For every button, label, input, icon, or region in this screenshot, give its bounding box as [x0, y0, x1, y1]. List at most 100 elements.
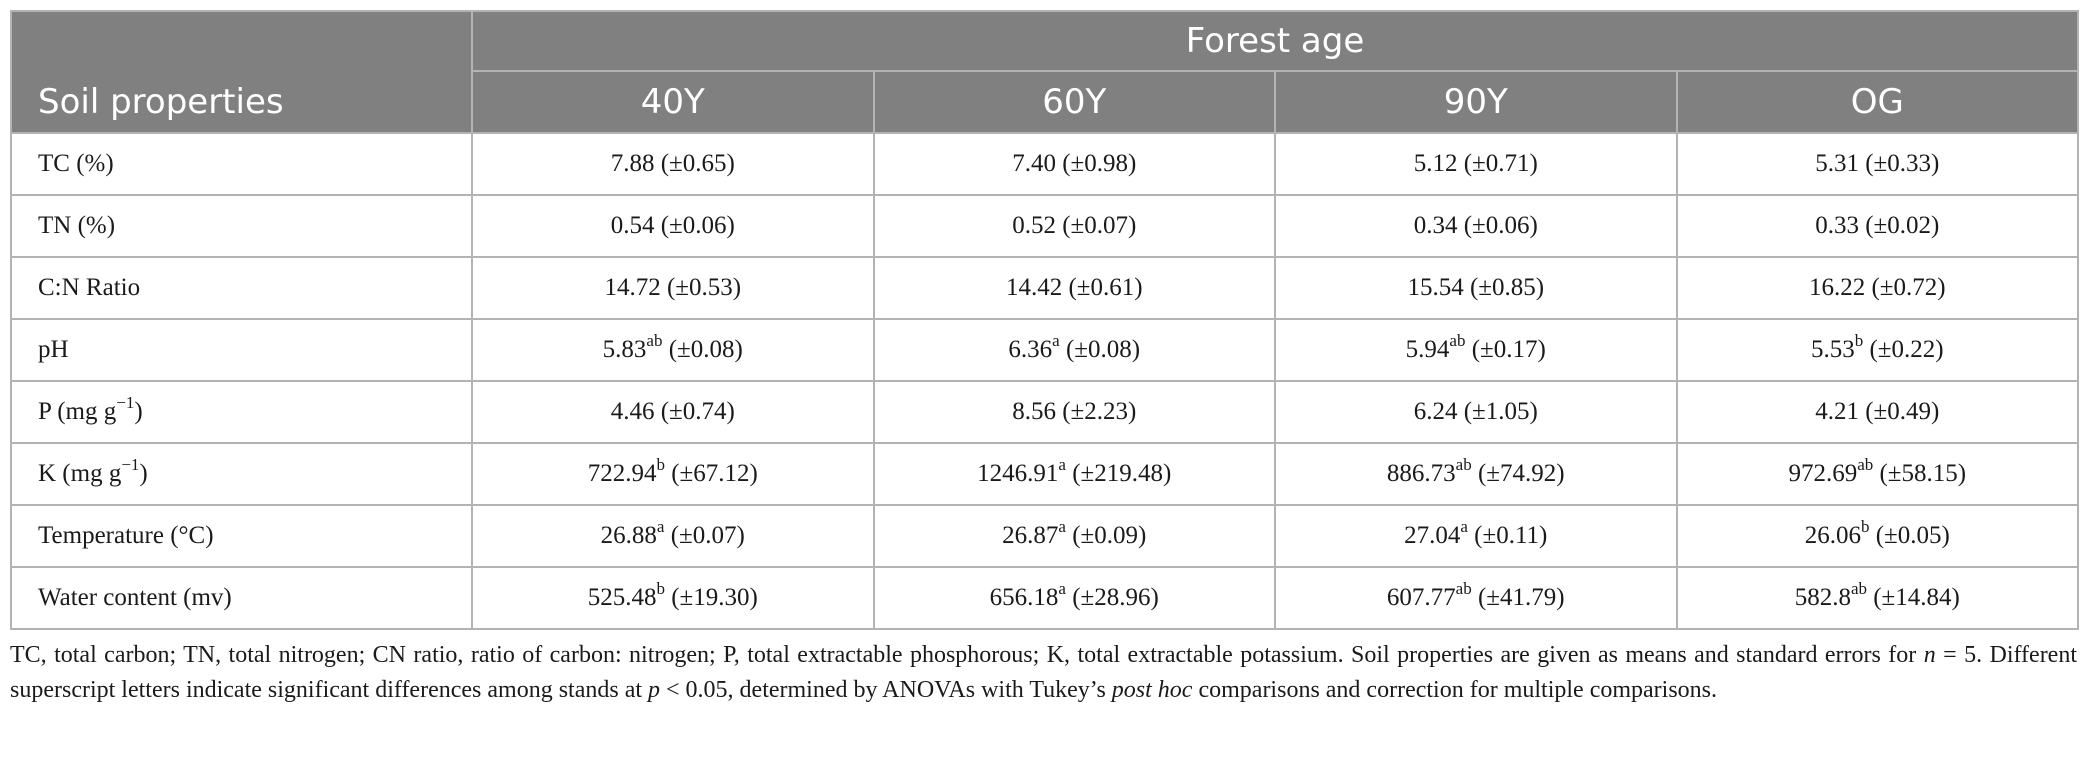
table-cell: 1246.91a (±219.48)	[872, 442, 1276, 506]
table-cell: 656.18a (±28.96)	[872, 566, 1276, 630]
cell-significance-letter: ab	[1850, 578, 1867, 598]
cell-mean: 6.36	[1008, 336, 1053, 363]
cell-mean: 15.54	[1407, 274, 1464, 301]
table-cell: 0.33 (±0.02)	[1675, 194, 2080, 258]
table-cell: 582.8ab (±14.84)	[1675, 566, 2080, 630]
soil-properties-table: Soil properties Forest age 40Y 60Y 90Y O…	[10, 10, 2080, 630]
table-cell: 7.40 (±0.98)	[872, 132, 1276, 196]
table-cell: 5.31 (±0.33)	[1675, 132, 2080, 196]
table-cell: 14.72 (±0.53)	[471, 256, 875, 320]
footnote-text-3: < 0.05, determined by ANOVAs with Tukey’…	[660, 677, 1112, 703]
table-cell: 14.42 (±0.61)	[872, 256, 1276, 320]
table-cell: 6.24 (±1.05)	[1274, 380, 1678, 444]
cell-standard-error: (±0.06)	[660, 212, 735, 239]
cell-standard-error: (±0.07)	[670, 522, 745, 549]
cell-mean: 0.33	[1815, 212, 1859, 239]
header-soil-properties: Soil properties	[10, 10, 473, 134]
table-cell: 6.36a (±0.08)	[872, 318, 1276, 382]
cell-mean: 5.12	[1413, 150, 1458, 177]
table-row: TN (%) 0.54 (±0.06) 0.52 (±0.07) 0.34 (±0.0…	[10, 194, 2080, 258]
cell-standard-error: (±0.08)	[668, 336, 743, 363]
cell-standard-error: (±0.02)	[1865, 212, 1940, 239]
cell-standard-error: (±0.61)	[1068, 274, 1143, 301]
property-name: Water content (mv)	[38, 584, 232, 611]
table-cell: 525.48b (±19.30)	[471, 566, 875, 630]
table-cell: 16.22 (±0.72)	[1675, 256, 2080, 320]
cell-mean: 0.52	[1012, 212, 1056, 239]
footnote-text-4: comparisons and correction for multiple …	[1192, 677, 1717, 703]
header-col-90y: 90Y	[1274, 70, 1678, 134]
cell-mean: 26.06	[1804, 522, 1861, 549]
cell-standard-error: (±0.11)	[1474, 522, 1548, 549]
cell-mean: 5.94	[1405, 336, 1450, 363]
cell-mean: 4.21	[1815, 398, 1859, 425]
cell-significance-letter: b	[1860, 516, 1870, 536]
table-row: Water content (mv) 525.48b (±19.30) 656.18…	[10, 566, 2080, 630]
header-col-60y: 60Y	[872, 70, 1276, 134]
cell-mean: 8.56	[1012, 398, 1056, 425]
table-cell: 27.04a (±0.11)	[1274, 504, 1678, 568]
cell-standard-error: (±28.96)	[1072, 584, 1159, 611]
cell-standard-error: (±0.72)	[1871, 274, 1946, 301]
table-body: TC (%) 7.88 (±0.65) 7.40 (±0.98) 5.12 (±0.7…	[10, 132, 2080, 630]
cell-standard-error: (±14.84)	[1873, 584, 1960, 611]
cell-mean: 582.8	[1794, 584, 1851, 611]
cell-standard-error: (±0.17)	[1471, 336, 1546, 363]
cell-standard-error: (±0.65)	[660, 150, 735, 177]
table-cell: 5.53b (±0.22)	[1675, 318, 2080, 382]
cell-standard-error: (±0.22)	[1869, 336, 1944, 363]
property-name: P (mg g	[38, 398, 117, 425]
property-name: pH	[38, 336, 69, 363]
cell-mean: 14.72	[604, 274, 661, 301]
table-row: TC (%) 7.88 (±0.65) 7.40 (±0.98) 5.12 (±0.7…	[10, 132, 2080, 196]
cell-significance-letter: b	[656, 578, 665, 598]
cell-standard-error: (±0.71)	[1463, 150, 1538, 177]
cell-significance-letter: b	[1854, 330, 1864, 350]
property-name: TN (%)	[38, 212, 116, 239]
cell-standard-error: (±67.12)	[671, 460, 758, 487]
header-col-og: OG	[1675, 70, 2080, 134]
table-cell: 5.83ab (±0.08)	[471, 318, 875, 382]
cell-standard-error: (±0.74)	[660, 398, 735, 425]
table-cell: 722.94b (±67.12)	[471, 442, 875, 506]
table-row: P (mg g−1) 4.46 (±0.74) 8.56 (±2.23) 6.24 (…	[10, 380, 2080, 444]
cell-mean: 14.42	[1005, 274, 1063, 301]
cell-significance-letter: a	[1052, 330, 1060, 350]
cell-mean: 26.88	[600, 522, 657, 549]
cell-standard-error: (±0.33)	[1865, 150, 1940, 177]
cell-significance-letter: ab	[646, 330, 663, 350]
cell-mean: 5.53	[1810, 336, 1855, 363]
table-cell: 4.21 (±0.49)	[1675, 380, 2080, 444]
table-cell: 7.88 (±0.65)	[471, 132, 875, 196]
cell-standard-error: (±0.49)	[1865, 398, 1940, 425]
table-row: K (mg g−1) 722.94b (±67.12) 1246.91a (±219…	[10, 442, 2080, 506]
cell-mean: 0.54	[610, 212, 655, 239]
table-cell: 0.54 (±0.06)	[471, 194, 875, 258]
table-cell: 26.88a (±0.07)	[471, 504, 875, 568]
table-wrapper: Soil properties Forest age 40Y 60Y 90Y O…	[10, 10, 2080, 708]
cell-standard-error: (±41.79)	[1477, 584, 1565, 611]
row-property-label: K (mg g−1)	[10, 442, 473, 506]
table-row: C:N Ratio 14.72 (±0.53) 14.42 (±0.61) 15.54…	[10, 256, 2080, 320]
cell-significance-letter: a	[1058, 516, 1066, 536]
table-cell: 26.87a (±0.09)	[872, 504, 1276, 568]
row-property-label: Temperature (°C)	[10, 504, 473, 568]
table-cell: 886.73ab (±74.92)	[1274, 442, 1678, 506]
table-cell: 0.34 (±0.06)	[1274, 194, 1678, 258]
cell-significance-letter: a	[1058, 454, 1066, 474]
cell-mean: 656.18	[989, 584, 1059, 611]
row-property-label: pH	[10, 318, 473, 382]
cell-significance-letter: ab	[1455, 454, 1472, 474]
table-row: Temperature (°C) 26.88a (±0.07) 26.87a (±0…	[10, 504, 2080, 568]
cell-mean: 607.77	[1386, 584, 1456, 611]
row-property-label: TC (%)	[10, 132, 473, 196]
cell-standard-error: (±0.05)	[1875, 522, 1950, 549]
table-cell: 15.54 (±0.85)	[1274, 256, 1678, 320]
cell-standard-error: (±0.09)	[1072, 522, 1147, 549]
header-col-40y: 40Y	[471, 70, 875, 134]
cell-standard-error: (±0.85)	[1469, 274, 1545, 301]
cell-significance-letter: ab	[1449, 330, 1466, 350]
cell-mean: 722.94	[587, 460, 657, 487]
cell-standard-error: (±19.30)	[671, 584, 758, 611]
cell-mean: 525.48	[587, 584, 657, 611]
